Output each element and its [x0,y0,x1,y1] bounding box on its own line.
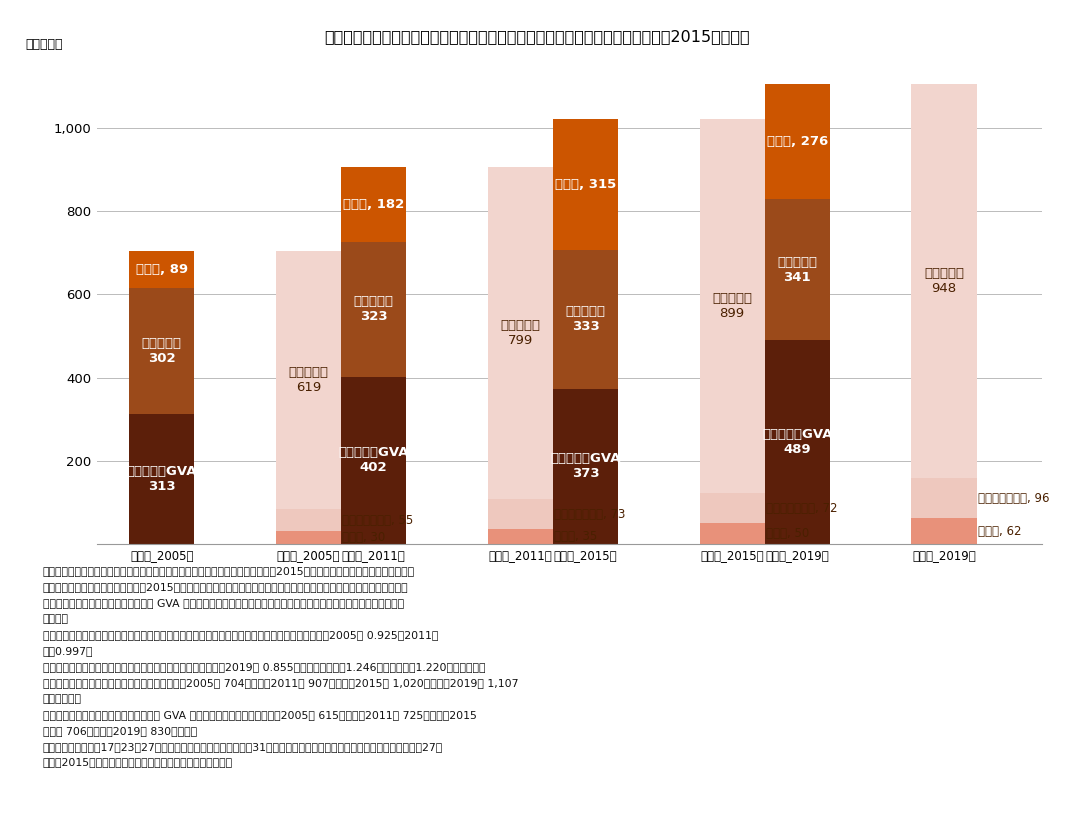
Text: 図４　医薬品産業による財・サービスの総供給と総需要の内訳と推移（実質額：2015年基準）: 図４ 医薬品産業による財・サービスの総供給と総需要の内訳と推移（実質額：2015… [324,29,750,43]
Text: （2015年）基準」をもとに医薬産業政策研究所にて作成: （2015年）基準」をもとに医薬産業政策研究所にて作成 [43,757,233,767]
Bar [765,340,830,544]
Text: 中間需要額
899: 中間需要額 899 [712,292,752,320]
Text: 中間需要額
799: 中間需要額 799 [500,319,540,347]
Bar [129,414,194,544]
Text: 国内最終需要額, 96: 国内最終需要額, 96 [978,492,1049,505]
Bar [765,199,830,340]
Text: 医薬品産業GVA
402: 医薬品産業GVA 402 [338,447,409,474]
Text: 中間投入額
333: 中間投入額 333 [566,305,606,334]
Text: 輸入額, 182: 輸入額, 182 [343,198,404,211]
Text: 国内最終需要額, 73: 国内最終需要額, 73 [554,508,625,521]
Bar [765,83,830,199]
Bar [699,524,765,544]
Text: 百億円。: 百億円。 [43,694,82,703]
Text: 輸出額, 50: 輸出額, 50 [766,527,810,540]
Bar [276,251,342,509]
Text: 医薬品産業GVA
489: 医薬品産業GVA 489 [763,429,832,456]
Bar [553,250,619,389]
Bar [129,251,194,288]
Text: 中間投入額
323: 中間投入額 323 [353,295,394,323]
Text: 輸出額, 35: 輸出額, 35 [554,530,597,543]
Bar [276,532,342,544]
Text: 医薬品産業GVA
313: 医薬品産業GVA 313 [127,465,198,493]
Text: 輸入額, 315: 輸入額, 315 [555,178,616,191]
Text: 中間需要額
948: 中間需要額 948 [924,267,964,295]
Text: 注１：各項目の実質値は、産業連関表上で公表された値であり、各年の名日値を2015年の価格を基準とした取引額に実質化: 注１：各項目の実質値は、産業連関表上で公表された値であり、各年の名日値を2015… [43,566,415,576]
Text: 医薬品産業GVA
373: 医薬品産業GVA 373 [550,452,621,480]
Bar [488,167,553,499]
Text: 出所：総務省「平成17－23－27年接続産業連関表（令和２年８月31日）」、経済産業省「令和元年延長産業連関表：平成27年: 出所：総務省「平成17－23－27年接続産業連関表（令和２年８月31日）」、経済… [43,741,444,752]
Text: 国内最終需要額, 55: 国内最終需要額, 55 [343,514,413,527]
Text: 輸出額, 30: 輸出額, 30 [343,531,386,544]
Bar [912,83,976,479]
Text: 率が用いられている。粗付加価値 GVA は、実質化後の国内生産額と中間投入額の計との差をもって実質値としてい: 率が用いられている。粗付加価値 GVA は、実質化後の国内生産額と中間投入額の計… [43,598,404,608]
Text: る。: る。 [43,614,69,624]
Text: したものである。実質化には、2015年次の価格を１とした各年次の国内生産額、輸出額、輸入額それぞれの価格変化: したものである。実質化には、2015年次の価格を１とした各年次の国内生産額、輸出… [43,582,408,592]
Text: 中間投入額
341: 中間投入額 341 [778,255,817,284]
Bar [699,493,765,524]
Bar [342,242,406,377]
Text: 注５：各年の国内生産額（＝医薬品産業 GVA ＋中間投入額）は以下の通り。2005年 615百億円、2011年 725百億円、2015: 注５：各年の国内生産額（＝医薬品産業 GVA ＋中間投入額）は以下の通り。200… [43,709,477,720]
Text: 0.997。: 0.997。 [43,646,93,656]
Bar [342,377,406,544]
Bar [912,479,976,518]
Text: 輸出額, 62: 輸出額, 62 [978,524,1021,537]
Bar [276,509,342,532]
Text: （百億円）: （百億円） [26,38,63,51]
Text: 輸入額, 89: 輸入額, 89 [135,263,188,276]
Text: 中間投入額
302: 中間投入額 302 [142,337,182,365]
Bar [699,119,765,493]
Text: 注２：接続産業連関表の医薬品（国内生産額、輸出額、輸入額）のインフレーターは以下の通り。2005年 0.925、2011年: 注２：接続産業連関表の医薬品（国内生産額、輸出額、輸入額）のインフレーターは以下… [43,630,438,640]
Bar [553,389,619,544]
Bar [129,288,194,414]
Bar [342,167,406,242]
Bar [488,529,553,544]
Bar [553,119,619,250]
Bar [912,518,976,544]
Bar [488,499,553,529]
Text: 国内最終需要額, 72: 国内最終需要額, 72 [766,501,838,515]
Text: 輸入額, 276: 輸入額, 276 [767,135,828,148]
Text: 注４：各年の総供給額・総需要額は以下の通り。2005年 704百億円、2011年 907百億円、2015年 1,020百億円、2019年 1,107: 注４：各年の総供給額・総需要額は以下の通り。2005年 704百億円、2011年… [43,677,519,688]
Text: 中間需要額
619: 中間需要額 619 [289,366,329,393]
Text: 年 706百億円、2019年 830百億円。: 年 706百億円、2019年 830百億円。 [43,726,198,735]
Text: 注３：延長産業連関表の医薬品のデフレーターは以下の通り。2019年 0.855（国内生産額）、1.246（輸出額）、1.220（輸入額）。: 注３：延長産業連関表の医薬品のデフレーターは以下の通り。2019年 0.855（… [43,662,485,672]
